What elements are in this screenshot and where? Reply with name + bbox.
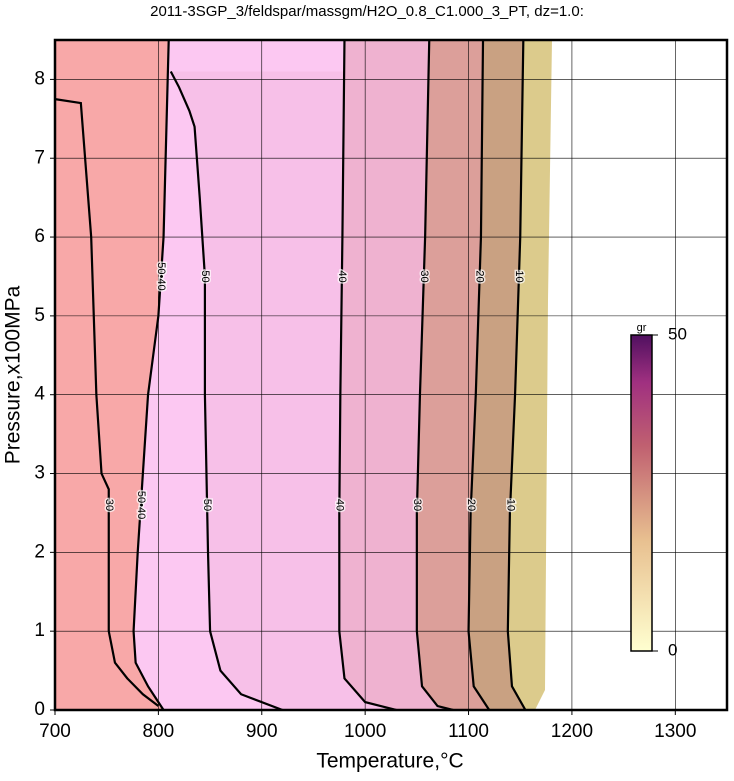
- chart-title: 2011-3SGP_3/feldspar/massgm/H2O_0.8_C1.0…: [150, 3, 584, 20]
- y-tick-label: 6: [34, 226, 45, 247]
- x-tick-label: 900: [246, 721, 278, 742]
- colorbar-tick-label: 50: [668, 324, 687, 343]
- contour-label: 50: [201, 499, 213, 511]
- axes: 700 800 900 1000 1100 1200 1300 0 1 2 3 4 5 6 7 8: [34, 68, 696, 742]
- contour-line: [55, 98, 160, 707]
- contour-label: 40: [333, 499, 345, 511]
- contour-label: 30: [103, 499, 115, 511]
- contour-label: 10: [504, 499, 516, 511]
- x-tick-label: 700: [39, 721, 71, 742]
- x-tick-label: 1100: [448, 721, 489, 742]
- contour-line: [467, 40, 491, 710]
- contour-label: 20: [465, 499, 477, 511]
- x-tick-label: 1300: [654, 721, 696, 742]
- contour-line: [169, 71, 283, 710]
- y-tick-label: 4: [34, 384, 45, 405]
- contour-line: [132, 40, 170, 710]
- contour-label: 50•40: [135, 491, 147, 519]
- contour-label: 40: [336, 270, 348, 282]
- x-tick-label: 800: [143, 721, 175, 742]
- x-tick-label: 1000: [344, 721, 386, 742]
- contour-label: 50: [199, 270, 211, 282]
- y-tick-label: 0: [34, 699, 45, 720]
- contour-lines: 30 50•40 50•40 50 50 40 40 30 30 20 20 10 10: [55, 40, 727, 710]
- colorbar-tick-label: 0: [668, 640, 677, 659]
- contour-line: [506, 40, 527, 710]
- y-tick-label: 8: [34, 68, 45, 89]
- contour-label: 50•40: [155, 262, 167, 290]
- contour-label: 20: [474, 270, 486, 282]
- contour-line: [338, 40, 397, 710]
- contour-label: 30: [418, 270, 430, 282]
- contour-label: 10: [513, 270, 525, 282]
- y-tick-label: 5: [34, 305, 45, 326]
- y-axis-label: Pressure,x100MPa: [2, 285, 25, 464]
- y-tick-label: 2: [34, 541, 45, 562]
- colorbar: [630, 334, 653, 652]
- contour-label: 30: [411, 499, 423, 511]
- colorbar-label: gr: [637, 322, 647, 334]
- y-tick-label: 7: [34, 147, 45, 168]
- y-tick-label: 3: [34, 463, 45, 484]
- x-tick-label: 1200: [551, 721, 593, 742]
- plot-frame: [53, 38, 729, 712]
- contour-line: [415, 40, 454, 710]
- x-axis-label: Temperature,°C: [316, 750, 463, 773]
- y-tick-label: 1: [34, 620, 45, 641]
